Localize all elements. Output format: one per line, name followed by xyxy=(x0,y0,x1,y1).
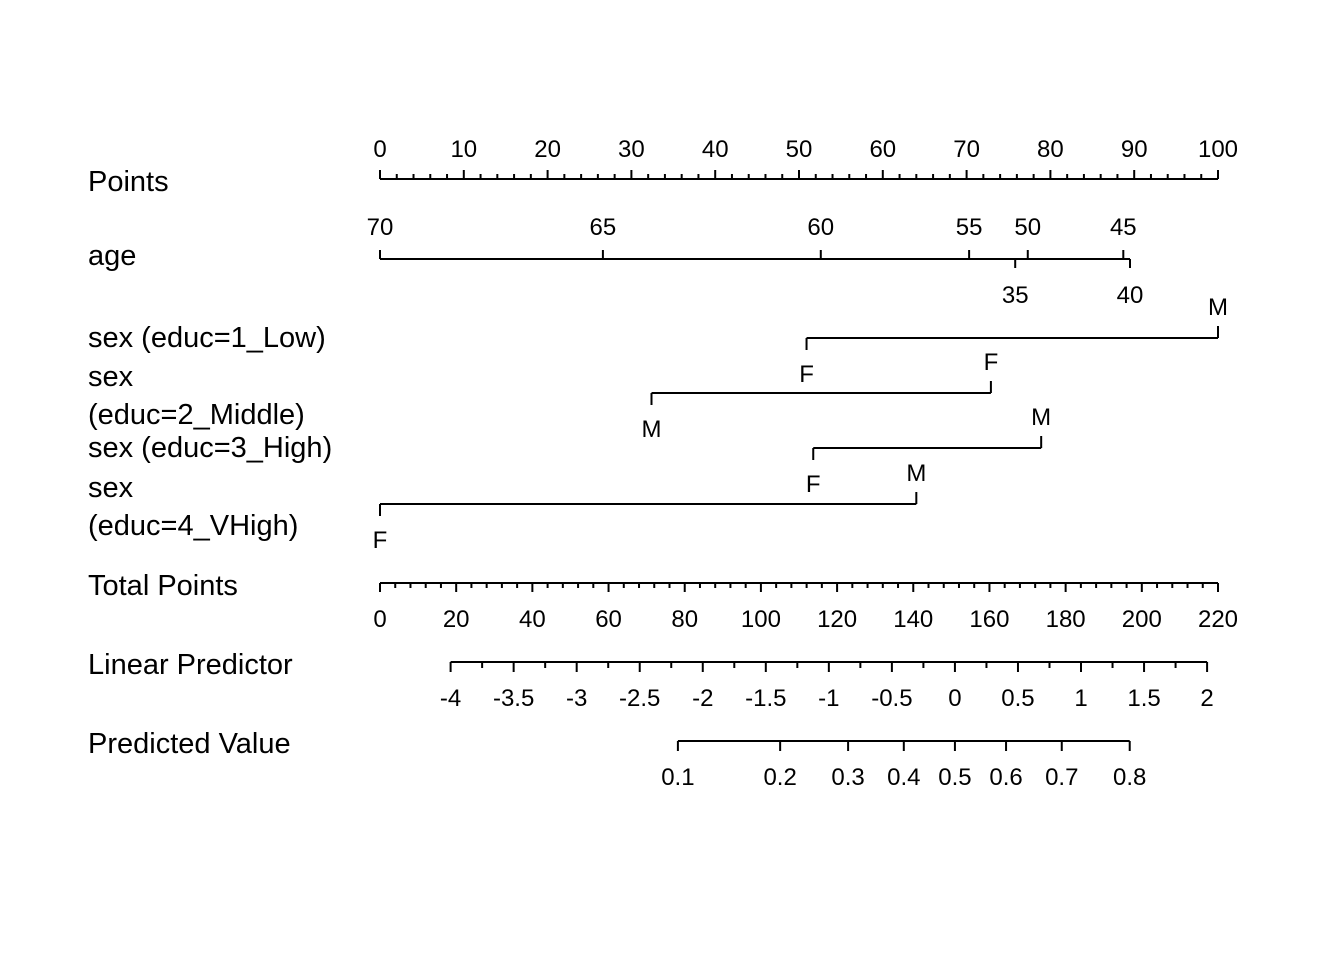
points-tick-label: 90 xyxy=(1121,136,1148,163)
linear-predictor-tick-label: -0.5 xyxy=(871,685,912,712)
points-tick-label: 80 xyxy=(1037,136,1064,163)
linear-predictor-tick-label: -3 xyxy=(566,685,587,712)
points-tick-label: 100 xyxy=(1198,136,1238,163)
total-points-tick-label: 40 xyxy=(519,606,546,633)
linear-predictor-tick-label: -4 xyxy=(440,685,461,712)
age-tick-label: 55 xyxy=(956,214,983,241)
total-points-tick-label: 20 xyxy=(443,606,470,633)
row-label: sex xyxy=(88,472,134,504)
linear-predictor-tick-label: -3.5 xyxy=(493,685,534,712)
total-points-tick-label: 200 xyxy=(1122,606,1162,633)
row-label: Linear Predictor xyxy=(88,649,293,681)
sex-educ-low-tick-label: M xyxy=(1208,294,1228,321)
row-label: Points xyxy=(88,166,169,198)
points-tick-label: 60 xyxy=(869,136,896,163)
linear-predictor-tick-label: 2 xyxy=(1200,685,1213,712)
predicted-value-tick-label: 0.5 xyxy=(938,764,971,791)
sex-educ-high-tick-label: F xyxy=(806,471,821,498)
total-points-tick-label: 120 xyxy=(817,606,857,633)
age-tick-label: 35 xyxy=(1002,282,1029,309)
linear-predictor-tick-label: 0.5 xyxy=(1001,685,1034,712)
row-label: sex xyxy=(88,361,134,393)
points-tick-label: 70 xyxy=(953,136,980,163)
total-points-tick-label: 160 xyxy=(969,606,1009,633)
points-tick-label: 40 xyxy=(702,136,729,163)
row-label: (educ=2_Middle) xyxy=(88,399,305,431)
row-label: Total Points xyxy=(88,570,238,602)
row-label: sex (educ=3_High) xyxy=(88,432,332,464)
sex-educ-middle-tick-label: F xyxy=(984,349,999,376)
linear-predictor-tick-label: 1.5 xyxy=(1127,685,1160,712)
sex-educ-middle-tick-label: M xyxy=(642,416,662,443)
row-label: Predicted Value xyxy=(88,728,291,760)
points-tick-label: 30 xyxy=(618,136,645,163)
linear-predictor-tick-label: -2 xyxy=(692,685,713,712)
total-points-tick-label: 140 xyxy=(893,606,933,633)
total-points-tick-label: 100 xyxy=(741,606,781,633)
linear-predictor-tick-label: -1 xyxy=(818,685,839,712)
total-points-tick-label: 80 xyxy=(671,606,698,633)
predicted-value-tick-label: 0.7 xyxy=(1045,764,1078,791)
age-tick-label: 70 xyxy=(367,214,394,241)
age-tick-label: 45 xyxy=(1110,214,1137,241)
predicted-value-tick-label: 0.1 xyxy=(661,764,694,791)
age-tick-label: 50 xyxy=(1014,214,1041,241)
linear-predictor-tick-label: -1.5 xyxy=(745,685,786,712)
points-tick-label: 10 xyxy=(450,136,477,163)
total-points-tick-label: 0 xyxy=(373,606,386,633)
points-tick-label: 20 xyxy=(534,136,561,163)
linear-predictor-tick-label: 1 xyxy=(1074,685,1087,712)
sex-educ-vhigh-tick-label: M xyxy=(906,460,926,487)
total-points-tick-label: 180 xyxy=(1046,606,1086,633)
age-tick-label: 65 xyxy=(590,214,617,241)
points-tick-label: 0 xyxy=(373,136,386,163)
sex-educ-high-tick-label: M xyxy=(1031,404,1051,431)
predicted-value-tick-label: 0.2 xyxy=(763,764,796,791)
predicted-value-tick-label: 0.3 xyxy=(831,764,864,791)
linear-predictor-tick-label: 0 xyxy=(948,685,961,712)
row-label: age xyxy=(88,240,136,272)
sex-educ-low-tick-label: F xyxy=(799,361,814,388)
sex-educ-vhigh-tick-label: F xyxy=(373,527,388,554)
age-tick-label: 40 xyxy=(1117,282,1144,309)
predicted-value-tick-label: 0.8 xyxy=(1113,764,1146,791)
age-tick-label: 60 xyxy=(807,214,834,241)
total-points-tick-label: 60 xyxy=(595,606,622,633)
row-label: sex (educ=1_Low) xyxy=(88,322,326,354)
predicted-value-tick-label: 0.4 xyxy=(887,764,920,791)
predicted-value-tick-label: 0.6 xyxy=(989,764,1022,791)
points-tick-label: 50 xyxy=(786,136,813,163)
row-label: (educ=4_VHigh) xyxy=(88,510,298,542)
linear-predictor-tick-label: -2.5 xyxy=(619,685,660,712)
total-points-tick-label: 220 xyxy=(1198,606,1238,633)
